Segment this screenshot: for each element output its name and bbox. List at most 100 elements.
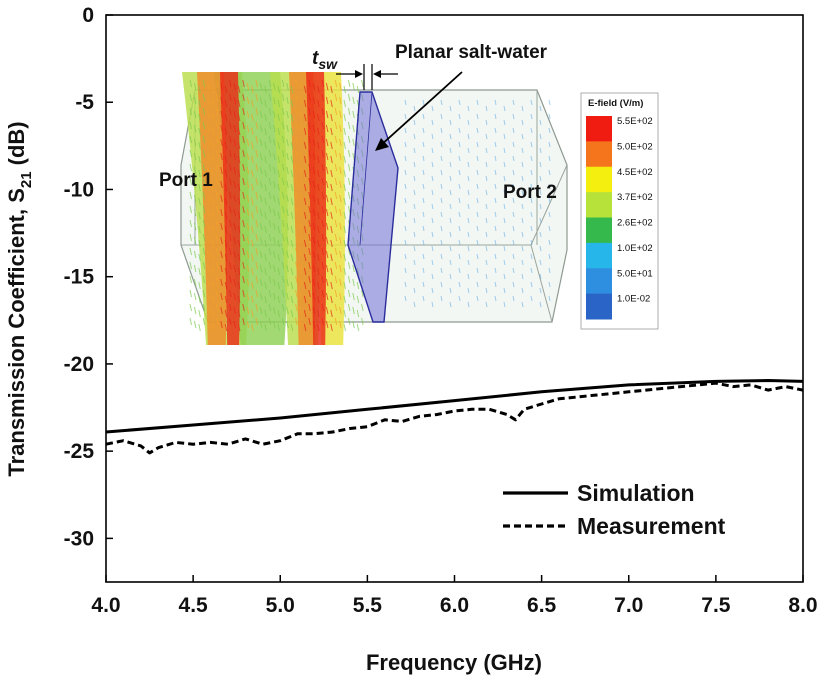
field-arrow bbox=[215, 289, 219, 298]
field-arrow bbox=[207, 236, 210, 245]
field-arrow bbox=[352, 292, 355, 301]
field-arrow bbox=[286, 96, 289, 105]
field-arrow bbox=[259, 208, 263, 217]
field-arrow-weak bbox=[404, 239, 407, 246]
field-arrow-weak bbox=[422, 99, 425, 106]
field-arrow bbox=[330, 85, 333, 94]
field-arrow bbox=[286, 152, 289, 161]
field-arrow bbox=[229, 303, 232, 312]
field-arrow bbox=[339, 208, 342, 217]
field-arrow bbox=[211, 267, 214, 276]
field-arrow bbox=[325, 236, 329, 245]
field-arrow bbox=[220, 320, 223, 329]
field-arrow bbox=[295, 219, 298, 228]
field-arrow bbox=[334, 233, 338, 242]
colorbar-level-label: 5.0E+02 bbox=[617, 141, 653, 152]
field-arrow bbox=[321, 219, 324, 228]
field-arrow bbox=[321, 149, 324, 158]
field-arrow bbox=[343, 253, 346, 262]
field-arrow-weak bbox=[521, 133, 524, 140]
field-arrow-weak bbox=[458, 113, 461, 120]
field-arrow bbox=[299, 278, 302, 287]
field-arrow-weak bbox=[476, 211, 479, 218]
field-arrow bbox=[317, 169, 320, 178]
field-arrow bbox=[352, 110, 355, 119]
field-arrow bbox=[295, 135, 298, 144]
field-arrow-weak bbox=[431, 189, 434, 196]
field-arrow bbox=[220, 208, 223, 217]
field-arrow-weak bbox=[440, 197, 443, 204]
field-arrow bbox=[317, 183, 320, 192]
field-arrow bbox=[246, 222, 250, 231]
y-tick-label: -20 bbox=[64, 353, 94, 376]
field-arrow bbox=[198, 127, 201, 136]
field-arrow-weak bbox=[521, 203, 524, 210]
x-axis-title: Frequency (GHz) bbox=[366, 650, 542, 675]
field-arrow bbox=[308, 163, 311, 172]
field-arrow bbox=[343, 225, 346, 234]
field-arrow-weak bbox=[503, 133, 506, 140]
field-arrow bbox=[317, 127, 320, 136]
field-arrow bbox=[317, 281, 320, 290]
colorbar: E-field (V/m) 5.5E+02 5.0E+02 4.5E+02 3.7E+… bbox=[580, 92, 659, 330]
field-arrow bbox=[299, 236, 302, 245]
field-arrow bbox=[295, 289, 298, 298]
field-arrow bbox=[229, 205, 232, 214]
field-arrow bbox=[277, 267, 280, 276]
field-arrow bbox=[215, 303, 219, 312]
field-arrow bbox=[268, 261, 272, 270]
field-arrow bbox=[317, 197, 320, 206]
field-arrow bbox=[308, 303, 311, 312]
field-arrow bbox=[286, 320, 289, 329]
field-arrow-weak bbox=[449, 301, 452, 308]
field-arrow bbox=[224, 211, 228, 220]
field-arrow bbox=[246, 166, 250, 175]
field-arrow bbox=[295, 233, 298, 242]
field-arrow bbox=[339, 236, 342, 245]
field-arrow bbox=[193, 222, 197, 231]
field-arrow bbox=[264, 141, 267, 150]
field-arrow-weak bbox=[431, 147, 434, 154]
field-arrow bbox=[312, 236, 316, 245]
field-arrow bbox=[233, 124, 236, 133]
field-arrow bbox=[189, 79, 192, 88]
field-arrow bbox=[281, 303, 285, 312]
field-arrow-weak bbox=[440, 113, 443, 120]
field-arrow-weak bbox=[458, 267, 461, 274]
field-arrow-weak bbox=[431, 203, 434, 210]
field-arrow-weak bbox=[494, 155, 497, 162]
field-arrow-weak bbox=[404, 295, 407, 302]
y-axis-ticks: 0 -5 -10 -15 -20 -25 -30 bbox=[64, 4, 113, 550]
field-arrow-weak bbox=[539, 231, 542, 238]
field-arrow bbox=[317, 267, 320, 276]
field-arrow bbox=[242, 93, 245, 102]
field-arrow bbox=[242, 205, 245, 214]
field-arrow bbox=[347, 177, 351, 186]
field-arrow-weak bbox=[476, 295, 479, 302]
field-arrow bbox=[352, 264, 355, 273]
field-arrow bbox=[308, 275, 311, 284]
field-arrow bbox=[237, 281, 241, 290]
field-arrow-weak bbox=[422, 295, 425, 302]
x-tick-label: 8.0 bbox=[788, 594, 817, 617]
field-arrow-weak bbox=[440, 141, 443, 148]
field-arrow-weak bbox=[548, 113, 551, 120]
field-arrow bbox=[251, 85, 254, 94]
field-arrow bbox=[281, 177, 285, 186]
field-arrow bbox=[343, 295, 346, 304]
field-arrow bbox=[264, 169, 267, 178]
field-arrow-weak bbox=[503, 119, 506, 126]
field-arrow-weak bbox=[413, 189, 416, 196]
field-arrow bbox=[321, 317, 324, 326]
field-arrow-weak bbox=[467, 133, 470, 140]
field-arrow bbox=[317, 141, 320, 150]
field-arrow-weak bbox=[485, 245, 488, 252]
field-arrow bbox=[290, 225, 294, 234]
field-arrow bbox=[246, 124, 250, 133]
field-arrow bbox=[303, 225, 307, 234]
field-arrow bbox=[321, 205, 324, 214]
field-arrow bbox=[259, 278, 263, 287]
field-arrow bbox=[290, 99, 294, 108]
legend-label-simulation: Simulation bbox=[577, 480, 695, 506]
field-arrow-weak bbox=[485, 203, 488, 210]
